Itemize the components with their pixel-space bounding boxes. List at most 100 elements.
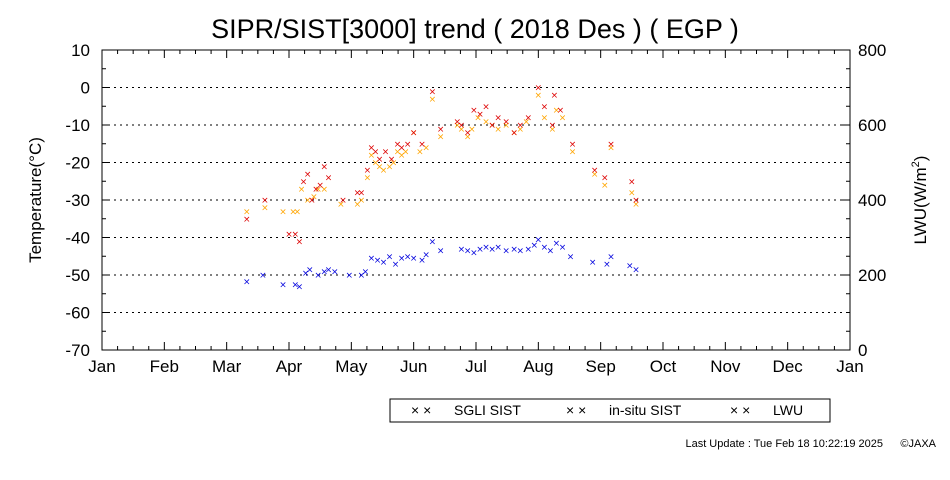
data-point: × xyxy=(325,265,333,275)
legend-label-sgli: SGLI SIST xyxy=(454,402,521,418)
data-point: × xyxy=(296,282,304,292)
data-point: × xyxy=(458,125,466,135)
data-point: × xyxy=(601,174,609,184)
data-point: × xyxy=(551,91,559,101)
data-point: × xyxy=(376,162,384,172)
data-point: × xyxy=(494,114,502,124)
data-point: × xyxy=(458,245,466,255)
y-axis-title: Temperature(°C) xyxy=(26,137,45,263)
data-point: × xyxy=(306,265,314,275)
data-point: × xyxy=(502,121,510,131)
data-point: × xyxy=(279,280,287,290)
data-point: × xyxy=(482,117,490,127)
x-axis-tick-labels: Jan Feb Mar Apr May Jun Jul Aug Sep Oct Nov Dec Jan xyxy=(88,357,863,376)
data-point: × xyxy=(362,267,370,277)
data-point: × xyxy=(535,235,543,245)
data-point: × xyxy=(628,189,636,199)
data-point: × xyxy=(312,185,320,195)
data-point: × xyxy=(591,170,599,180)
legend: × × SGLI SIST × × in-situ SIST × × LWU xyxy=(389,398,831,423)
data-point: × xyxy=(437,247,445,257)
data-point: × xyxy=(553,106,561,116)
data-point: × xyxy=(339,196,347,206)
data-point: × xyxy=(454,117,462,127)
data-point: × xyxy=(429,237,437,247)
y2-axis-title: LWU(W/m2) xyxy=(910,156,930,245)
data-point: × xyxy=(482,102,490,112)
data-point: × xyxy=(488,245,496,255)
data-point: × xyxy=(368,254,376,264)
data-point: × xyxy=(482,243,490,253)
x-tick-label: Dec xyxy=(773,357,804,376)
data-point: × xyxy=(535,84,543,94)
data-point: × xyxy=(437,125,445,135)
data-point: × xyxy=(569,140,577,150)
x-tick-label: Aug xyxy=(523,357,553,376)
data-point: × xyxy=(632,200,640,210)
chart-title: SIPR/SIST[3000] trend ( 2018 Des ) ( EGP… xyxy=(211,14,739,44)
data-point: × xyxy=(321,162,329,172)
y2-tick-label: 0 xyxy=(858,341,867,360)
data-point: × xyxy=(569,147,577,157)
data-point: × xyxy=(358,189,366,199)
data-point: × xyxy=(376,155,384,165)
data-point: × xyxy=(464,129,472,139)
data-point: × xyxy=(626,262,634,272)
data-point: × xyxy=(488,121,496,131)
data-point: × xyxy=(261,204,269,214)
x-tick-label: Jan xyxy=(836,357,863,376)
data-point: × xyxy=(392,260,400,270)
data-point: × xyxy=(454,121,462,131)
data-point: × xyxy=(354,189,362,199)
grid-lines xyxy=(102,87,850,313)
y-tick-label: -30 xyxy=(65,191,90,210)
data-point: × xyxy=(410,129,418,139)
data-point: × xyxy=(422,144,430,154)
data-point: × xyxy=(372,147,380,157)
data-point: × xyxy=(394,147,402,157)
data-point: × xyxy=(358,271,366,281)
data-point: × xyxy=(549,121,557,131)
data-point: × xyxy=(525,245,533,255)
data-point: × xyxy=(522,117,530,127)
data-point: × xyxy=(310,192,318,202)
y-tick-label: -20 xyxy=(65,154,90,173)
data-point: × xyxy=(418,256,426,266)
data-point: × xyxy=(285,230,293,240)
y2-axis-title-main: LWU(W/m xyxy=(911,167,930,244)
legend-box xyxy=(389,398,831,423)
data-point: × xyxy=(331,267,339,277)
y2-tick-label: 400 xyxy=(858,191,886,210)
data-point: × xyxy=(464,247,472,257)
data-point: × xyxy=(429,95,437,105)
data-point: × xyxy=(325,174,333,184)
data-point: × xyxy=(458,121,466,131)
data-point: × xyxy=(380,258,388,268)
data-point: × xyxy=(494,243,502,253)
y2-tick-label: 200 xyxy=(858,266,886,285)
data-point: × xyxy=(390,159,398,169)
data-point: × xyxy=(510,245,518,255)
y-axis-tick-labels: 10 0 -10 -20 -30 -40 -50 -60 -70 xyxy=(65,41,90,360)
data-point: × xyxy=(243,277,251,287)
x-tick-label: May xyxy=(335,357,368,376)
data-point: × xyxy=(510,129,518,139)
data-point: × xyxy=(470,106,478,116)
data-point: × xyxy=(243,207,251,217)
data-point: × xyxy=(345,271,353,281)
x-tick-label: Mar xyxy=(212,357,242,376)
x-tick-label: Apr xyxy=(276,357,303,376)
series-in-situ-sist: ×××××××××××××××××××××××××××××××××××× ××××… xyxy=(243,84,640,248)
y-tick-label: 10 xyxy=(71,41,90,60)
data-point: × xyxy=(398,254,406,264)
y-tick-label: -40 xyxy=(65,229,90,248)
data-point: × xyxy=(410,254,418,264)
data-point: × xyxy=(607,252,615,262)
data-point: × xyxy=(628,177,636,187)
data-point: × xyxy=(541,102,549,112)
data-point: × xyxy=(368,144,376,154)
data-point: × xyxy=(386,162,394,172)
data-point: × xyxy=(298,185,306,195)
data-point: × xyxy=(291,280,299,290)
